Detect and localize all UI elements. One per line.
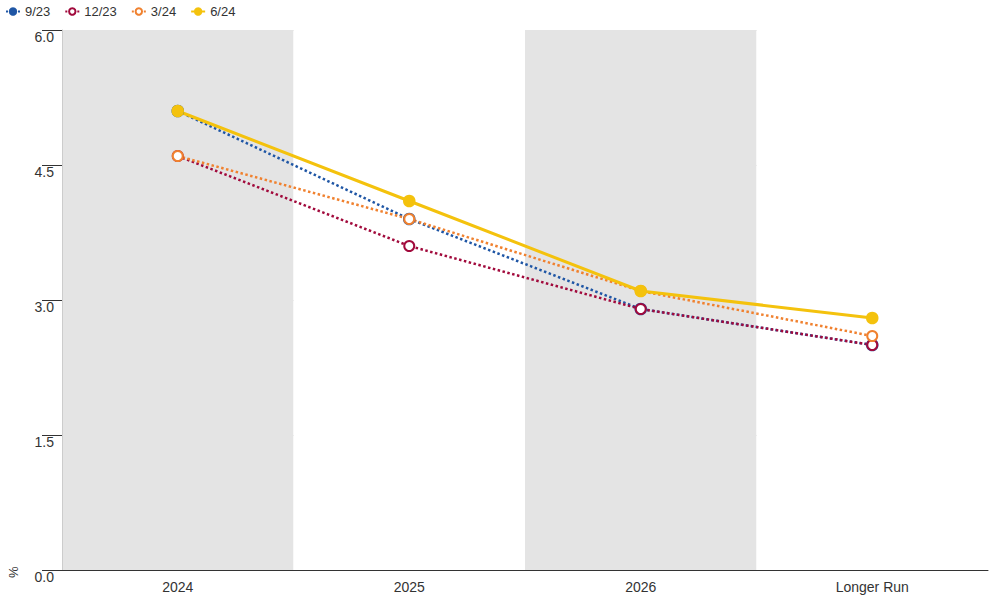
svg-text:9/23: 9/23	[25, 4, 50, 19]
svg-text:6.0: 6.0	[35, 29, 55, 45]
svg-text:3/24: 3/24	[151, 4, 176, 19]
svg-text:Longer Run: Longer Run	[836, 579, 909, 595]
svg-text:0.0: 0.0	[35, 569, 55, 585]
svg-text:3.0: 3.0	[35, 299, 55, 315]
svg-text:2025: 2025	[394, 579, 425, 595]
svg-text:6/24: 6/24	[210, 4, 235, 19]
svg-text:2024: 2024	[162, 579, 193, 595]
svg-text:2026: 2026	[625, 579, 656, 595]
svg-text:12/23: 12/23	[84, 4, 117, 19]
svg-text:1.5: 1.5	[35, 434, 55, 450]
svg-text:4.5: 4.5	[35, 164, 55, 180]
svg-text:%: %	[6, 566, 21, 578]
